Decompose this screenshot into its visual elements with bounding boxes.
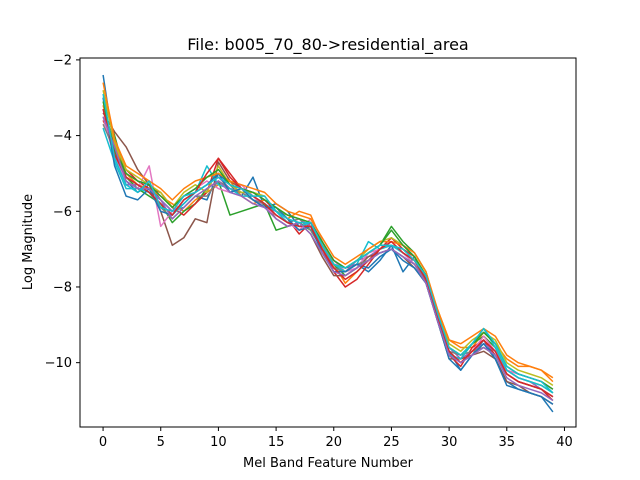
y-axis: −2 −4 −6 −8 −10	[45, 53, 80, 371]
plot-frame	[79, 57, 577, 428]
y-tick-label: −4	[53, 129, 72, 144]
x-tick-label: 40	[556, 435, 573, 450]
y-axis-label: Log Magnitude	[21, 194, 36, 290]
series-line-6	[102, 112, 554, 405]
x-tick-label: 15	[268, 435, 285, 450]
series-layer	[102, 74, 554, 413]
x-axis-label: Mel Band Feature Number	[243, 456, 414, 471]
series-line-14	[102, 108, 554, 398]
x-axis: 0 5 10 15 20 25 30 35 40	[99, 427, 573, 450]
chart-title: File: b005_70_80->residential_area	[187, 35, 468, 55]
x-tick-label: 0	[99, 435, 107, 450]
y-tick-label: −10	[45, 356, 72, 371]
series-line-13	[102, 101, 554, 390]
x-tick-label: 35	[499, 435, 516, 450]
y-tick-label: −8	[53, 280, 72, 295]
x-tick-label: 10	[210, 435, 227, 450]
y-tick-label: −6	[53, 205, 72, 220]
x-tick-label: 20	[325, 435, 342, 450]
x-tick-label: 30	[441, 435, 458, 450]
series-line-15	[102, 116, 554, 402]
x-tick-label: 25	[383, 435, 400, 450]
y-tick-label: −2	[53, 53, 72, 68]
series-line-16	[102, 93, 554, 394]
series-line-12	[102, 82, 554, 383]
x-tick-label: 5	[157, 435, 165, 450]
